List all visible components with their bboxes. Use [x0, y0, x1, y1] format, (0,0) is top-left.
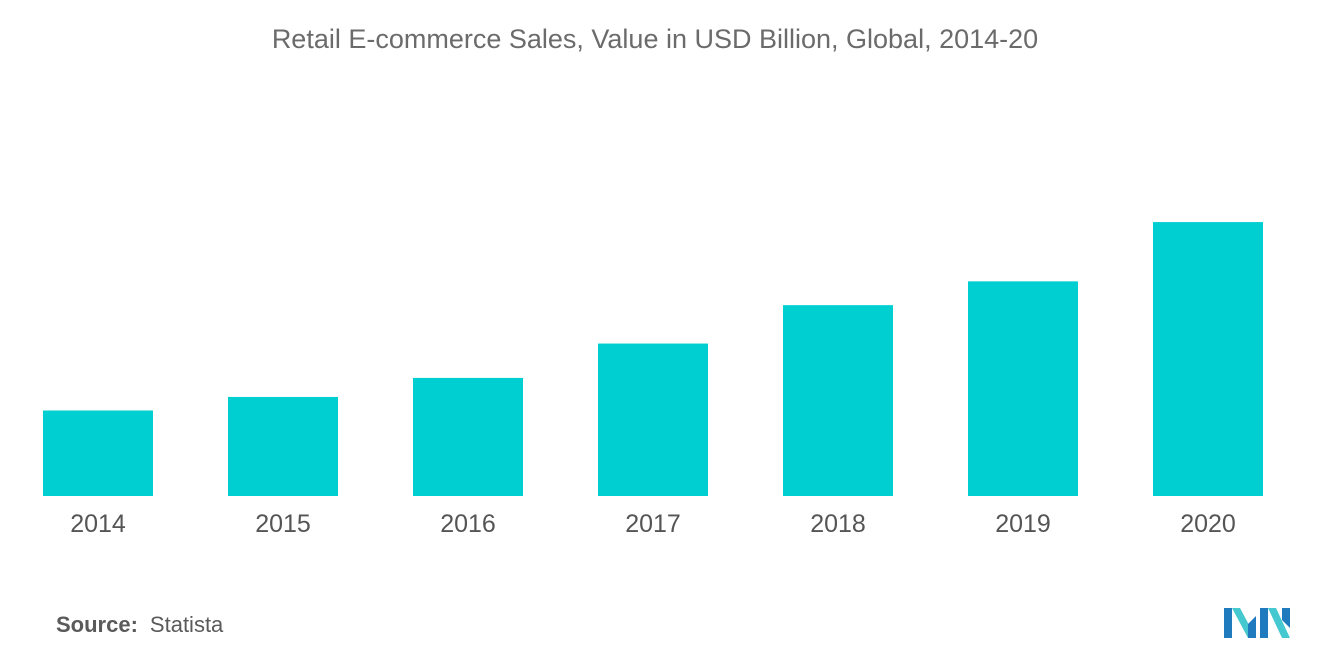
source-value: Statista — [149, 612, 224, 637]
bar-chart: 2014 2015 2016 2017 2018 2019 2020 — [43, 222, 1263, 538]
bar-2017 — [598, 343, 708, 496]
x-tick-label: 2016 — [440, 510, 496, 538]
mordor-intelligence-logo-icon — [1224, 608, 1290, 638]
chart-title: Retail E-commerce Sales, Value in USD Bi… — [271, 24, 1039, 54]
bar-2018 — [783, 305, 893, 496]
bar-2019 — [968, 281, 1078, 496]
source-label: Source: — [56, 612, 138, 637]
x-tick-label: 2015 — [255, 510, 311, 538]
source-line: Source: Statista — [56, 612, 223, 638]
bar-2014 — [43, 410, 153, 496]
x-tick-label: 2018 — [810, 510, 866, 538]
bar-2016 — [413, 377, 523, 496]
x-tick-label: 2017 — [625, 510, 681, 538]
bar-2020 — [1153, 222, 1263, 496]
x-tick-label: 2014 — [70, 510, 126, 538]
bar-2015 — [228, 396, 338, 496]
x-tick-label: 2020 — [1180, 510, 1236, 538]
x-tick-label: 2019 — [995, 510, 1051, 538]
